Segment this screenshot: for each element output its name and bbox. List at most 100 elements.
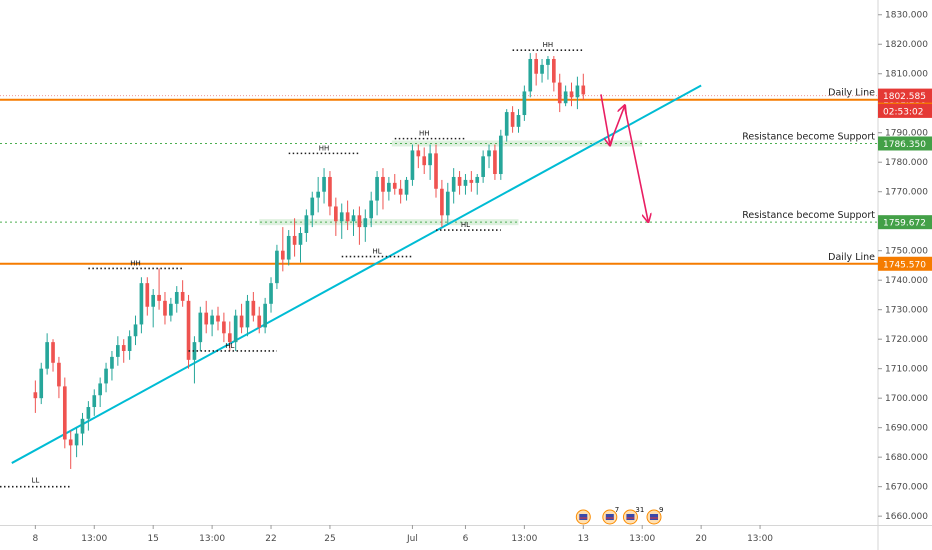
candle-body xyxy=(233,315,238,343)
candle-body xyxy=(528,58,533,92)
candle-body xyxy=(286,235,291,260)
candle-body xyxy=(68,439,73,446)
candle-body xyxy=(257,315,262,328)
candle-body xyxy=(375,176,379,201)
candle-body xyxy=(575,85,580,98)
projection-arrows xyxy=(600,94,648,221)
swing-label: LL xyxy=(31,477,39,485)
candle-body xyxy=(227,333,232,343)
candle-body xyxy=(121,345,126,351)
candle-body xyxy=(33,392,38,399)
candle-body xyxy=(581,85,586,95)
event-count: 9 xyxy=(659,506,663,514)
candle-body xyxy=(445,191,450,216)
y-tick-label: 1740.000 xyxy=(885,276,928,286)
event-icons: 7 31 9 xyxy=(575,506,663,525)
candle-body xyxy=(139,283,144,325)
candle-body xyxy=(157,294,161,301)
candle-body xyxy=(192,342,197,360)
candle-body xyxy=(74,433,79,446)
candle-body xyxy=(298,233,303,245)
level-price-badge-text: 1759.672 xyxy=(883,219,926,229)
candle-body xyxy=(280,250,285,260)
swing-labels: HH HL HH HL HH HL HH LL xyxy=(0,41,584,488)
x-tick-label: 25 xyxy=(324,534,335,544)
x-tick-label: 13 xyxy=(578,534,589,544)
candle-body xyxy=(116,345,120,357)
candle-body xyxy=(39,368,44,399)
candle-body xyxy=(475,176,480,183)
candle-body xyxy=(174,291,179,304)
candle-body xyxy=(86,407,91,419)
candle-body xyxy=(469,179,474,183)
candle-body xyxy=(328,176,332,207)
candle-body xyxy=(292,235,297,245)
candle-body xyxy=(363,218,368,228)
flag-icon xyxy=(626,514,635,520)
level-label: Resistance become Support xyxy=(742,210,875,221)
candle-body xyxy=(92,395,97,408)
candle-body xyxy=(80,418,85,434)
swing-label: HL xyxy=(372,248,381,256)
level-label: Daily Line xyxy=(828,88,875,99)
candle-body xyxy=(457,176,462,186)
current-price-badge-text: 1802.585 xyxy=(883,92,926,102)
projection-arrow xyxy=(600,94,610,144)
candle-body xyxy=(416,150,421,157)
candle-body xyxy=(498,135,503,175)
x-tick-label: 8 xyxy=(32,534,38,544)
candle-body xyxy=(322,176,326,192)
event-count: 31 xyxy=(635,506,644,514)
support-zone xyxy=(259,219,519,226)
candle-body xyxy=(451,176,456,192)
candle-body xyxy=(304,215,309,234)
candle-body xyxy=(569,91,574,98)
x-tick-label: Jul xyxy=(406,534,418,544)
candle-body xyxy=(381,176,385,192)
y-tick-label: 1830.000 xyxy=(885,11,928,21)
candle-body xyxy=(110,356,114,369)
candle-body xyxy=(57,362,61,387)
current-price-badge xyxy=(878,88,932,103)
candle-body xyxy=(62,386,67,440)
level-price-badge-text: 1786.350 xyxy=(883,140,926,150)
candle-body xyxy=(275,250,279,284)
y-tick-label: 1820.000 xyxy=(885,40,928,50)
candle-body xyxy=(522,91,527,116)
current-price-badge xyxy=(878,103,932,118)
candle-body xyxy=(216,315,220,322)
candle-body xyxy=(404,179,409,195)
y-tick-label: 1680.000 xyxy=(885,453,928,463)
y-tick-label: 1710.000 xyxy=(885,365,928,375)
candle-body xyxy=(310,197,315,216)
swing-label: HL xyxy=(225,342,234,350)
y-tick-label: 1670.000 xyxy=(885,483,928,493)
candle-body xyxy=(251,300,256,316)
candle-body xyxy=(145,283,150,307)
candle-body xyxy=(510,112,515,127)
y-tick-label: 1730.000 xyxy=(885,306,928,316)
x-tick-label: 20 xyxy=(695,534,707,544)
candle-body xyxy=(504,112,509,136)
candle-body xyxy=(133,324,138,337)
candle-body xyxy=(339,212,344,222)
time-axis: 8 13:00 15 13:00 22 25 Jul 6 13:00 13 13:00 20 13:00 xyxy=(32,525,773,544)
candle-body xyxy=(263,303,267,328)
level-label: Daily Line xyxy=(828,252,875,263)
y-tick-label: 1720.000 xyxy=(885,335,928,345)
swing-label: HH xyxy=(319,144,330,152)
candle-body xyxy=(45,342,49,369)
x-tick-label: 13:00 xyxy=(747,534,773,544)
candle-body xyxy=(546,58,550,65)
candle-body xyxy=(345,212,350,222)
level-label: Resistance become Support xyxy=(742,131,875,142)
candle-body xyxy=(239,315,244,328)
event-count: 7 xyxy=(615,506,619,514)
support-zones xyxy=(259,140,643,226)
level-price-badge xyxy=(878,215,932,230)
candle-body xyxy=(440,188,444,216)
candle-body xyxy=(151,294,156,307)
flag-icon xyxy=(650,514,658,520)
candle-body xyxy=(557,82,562,104)
